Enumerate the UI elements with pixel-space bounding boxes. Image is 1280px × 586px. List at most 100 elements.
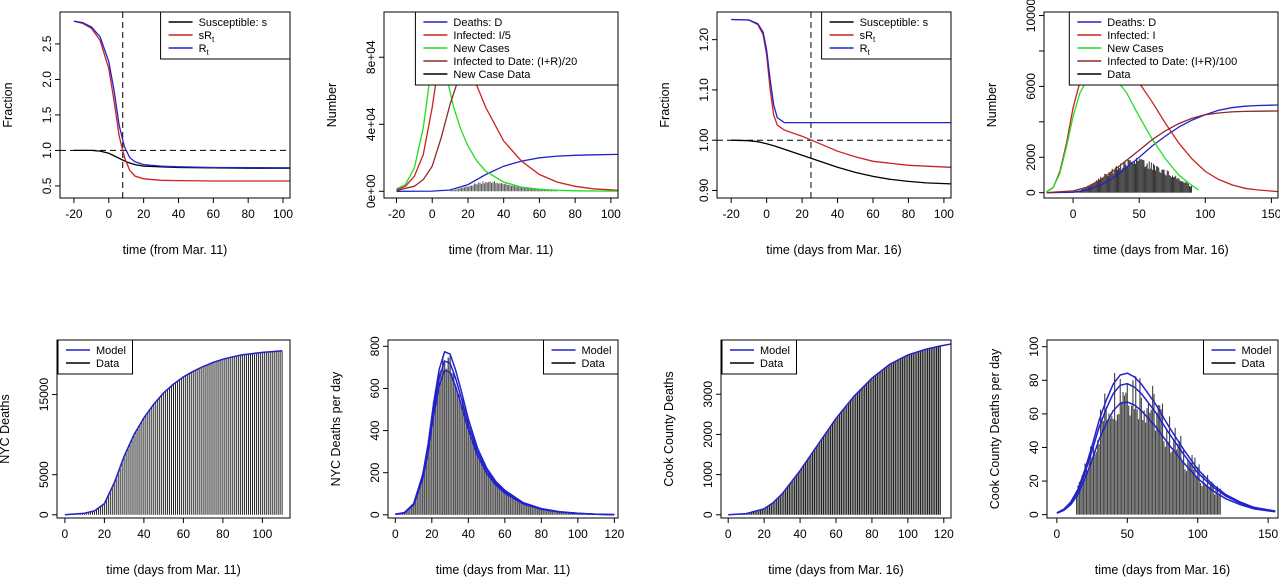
x-tick-label: 150 <box>1261 207 1280 221</box>
x-tick-label: 40 <box>137 527 151 541</box>
x-axis-label: time (days from Mar. 16) <box>1095 563 1230 577</box>
legend-label: Model <box>582 345 612 357</box>
x-tick-label: 60 <box>498 527 512 541</box>
x-tick-label: 80 <box>535 527 549 541</box>
x-tick-label: 20 <box>98 527 112 541</box>
x-tick-label: 0 <box>1070 207 1077 221</box>
panel-2: -20 0 20 40 60 80 100 time (from Mar. 11) 0e+00 4… <box>325 11 621 257</box>
legend-subscript: t <box>212 35 215 44</box>
y-tick-label: 8e+04 <box>364 40 378 74</box>
legend-box <box>721 339 797 375</box>
y-tick-label: 1.00 <box>697 128 711 152</box>
y-tick-label: 15000 <box>37 378 51 412</box>
y-tick-label: 2.5 <box>40 35 54 52</box>
y-tick-label: 1.20 <box>697 28 711 52</box>
panel-3: -20 0 20 40 60 80 100 time (days from Mar. 16) 0… <box>658 11 954 257</box>
plot-area <box>717 12 951 198</box>
y-tick-label: 1.10 <box>697 78 711 102</box>
y-tick-label: 400 <box>368 420 382 440</box>
x-tick-label: 150 <box>1258 527 1278 541</box>
plot-frame <box>387 339 619 519</box>
data-bars <box>1076 373 1221 515</box>
y-tick-label: 100 <box>1027 336 1041 356</box>
x-tick-label: 0 <box>763 207 770 221</box>
legend-label: Data <box>582 358 606 370</box>
panel-7: 0 20 40 60 80 100 120 time (days from Mar. 16) 0… <box>662 339 954 577</box>
x-tick-label: 20 <box>461 207 475 221</box>
legend-label: Data <box>760 358 784 370</box>
model-line <box>1056 401 1276 514</box>
x-tick-label: 60 <box>829 527 843 541</box>
x-tick-label: 0 <box>1054 527 1061 541</box>
x-tick-label: 100 <box>252 527 272 541</box>
y-axis-label: NYC Deaths <box>0 394 12 463</box>
x-tick-label: 60 <box>207 207 221 221</box>
legend-box <box>543 339 619 375</box>
x-tick-label: 80 <box>568 207 582 221</box>
x-tick-label: -20 <box>723 207 741 221</box>
plot-area <box>1056 372 1276 515</box>
x-tick-label: 120 <box>604 527 624 541</box>
x-tick-label: 80 <box>242 207 256 221</box>
series-line <box>731 139 951 185</box>
x-tick-label: 0 <box>725 527 732 541</box>
y-tick-label: 20 <box>1027 474 1041 488</box>
legend-label: Infected: I/5 <box>453 30 510 42</box>
y-tick-label: 0 <box>368 511 382 518</box>
x-tick-label: 100 <box>273 207 293 221</box>
x-tick-label: 100 <box>1188 527 1208 541</box>
x-tick-label: 100 <box>601 207 621 221</box>
panel-5: 0 20 40 60 80 100 time (days from Mar. 11) 0 500… <box>0 339 291 577</box>
x-tick-label: 40 <box>831 207 845 221</box>
x-tick-label: 50 <box>1121 527 1135 541</box>
y-tick-label: 2000 <box>1024 144 1038 171</box>
data-bars <box>729 346 941 515</box>
legend-label: Data <box>1242 358 1266 370</box>
x-tick-label: -20 <box>388 207 406 221</box>
legend-label: sRt <box>199 30 215 44</box>
panel-4: 0 50 100 150 time (days from Mar. 16) 0 2000 60… <box>985 0 1280 257</box>
x-tick-label: -20 <box>65 207 83 221</box>
x-tick-label: 100 <box>934 207 954 221</box>
x-tick-label: 0 <box>392 527 399 541</box>
y-axis-label: Cook County Deaths <box>662 371 676 486</box>
series-line <box>73 20 290 182</box>
y-tick-label: 40 <box>1027 440 1041 454</box>
y-axis-label: Number <box>985 83 999 127</box>
legend-label: Infected: I <box>1107 30 1155 42</box>
panel-1: -20 0 20 40 60 80 100 time (from Mar. 11) 0.5 1.0… <box>1 11 293 257</box>
y-tick-label: 1.5 <box>40 106 54 123</box>
plot-area <box>60 12 290 198</box>
y-axis-label: Fraction <box>658 82 672 127</box>
y-tick-label: 0e+00 <box>364 174 378 208</box>
x-axis-label: time (days from Mar. 16) <box>766 243 901 257</box>
series-line <box>396 153 618 192</box>
legend-label: Deaths: D <box>453 17 502 29</box>
legend-label: Infected to Date: (I+R)/100 <box>1107 56 1237 68</box>
model-line <box>64 350 283 516</box>
x-tick-label: 60 <box>533 207 547 221</box>
x-tick-label: 100 <box>568 527 588 541</box>
legend-label: sRt <box>860 30 876 44</box>
series-line <box>396 49 618 192</box>
y-tick-label: 0.90 <box>697 178 711 202</box>
x-tick-label: 0 <box>105 207 112 221</box>
panel-8: 0 50 100 150 time (days from Mar. 16) 0 20 40 60… <box>988 336 1279 577</box>
x-tick-label: 80 <box>865 527 879 541</box>
plot-area <box>395 350 615 516</box>
x-tick-label: 80 <box>216 527 230 541</box>
model-line <box>395 350 615 516</box>
y-tick-label: 1.0 <box>40 142 54 159</box>
legend-label: Rt <box>860 43 871 57</box>
y-tick-label: 10000 <box>1024 0 1038 32</box>
y-axis-label: Cook County Deaths per day <box>988 348 1002 509</box>
model-line <box>1056 382 1276 514</box>
data-bars <box>398 355 597 515</box>
y-tick-label: 5000 <box>37 461 51 488</box>
